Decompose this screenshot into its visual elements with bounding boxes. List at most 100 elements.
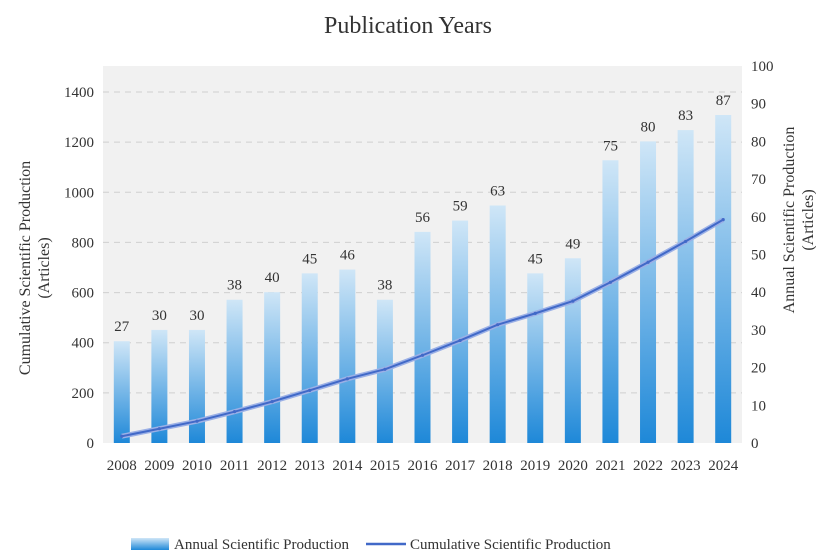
x-tick-label: 2020 bbox=[558, 458, 588, 474]
x-tick-label: 2021 bbox=[595, 458, 625, 474]
y-right-tick-label: 90 bbox=[751, 97, 766, 113]
y-left-tick-label: 1400 bbox=[64, 85, 94, 101]
data-label: 59 bbox=[453, 199, 468, 215]
bar bbox=[677, 130, 694, 443]
y-right-tick-label: 80 bbox=[751, 134, 766, 150]
x-tick-label: 2019 bbox=[520, 458, 550, 474]
line-point bbox=[383, 367, 387, 371]
line-point bbox=[571, 299, 575, 303]
y-axis-left-label: Cumulative Scientific Production (Article… bbox=[17, 161, 53, 375]
x-tick-label: 2008 bbox=[107, 458, 137, 474]
line-point bbox=[120, 434, 124, 438]
data-label: 46 bbox=[340, 248, 356, 264]
axes: 0 200 400 600 800 1000 1200 1400 0 10 20 30 40 50 60 70… bbox=[64, 59, 774, 474]
bar bbox=[113, 341, 130, 443]
line-point bbox=[608, 280, 613, 284]
data-label: 38 bbox=[227, 278, 242, 294]
x-tick-label: 2018 bbox=[483, 458, 513, 474]
legend-label: Cumulative Scientific Production bbox=[410, 537, 611, 553]
bar bbox=[414, 231, 431, 443]
y-left-tick-label: 400 bbox=[72, 336, 95, 352]
data-label: 75 bbox=[603, 138, 618, 154]
data-label: 38 bbox=[377, 278, 392, 294]
line-point bbox=[232, 410, 237, 414]
bar bbox=[452, 220, 469, 443]
data-label: 27 bbox=[114, 319, 130, 335]
y-left-tick-label: 1200 bbox=[64, 135, 94, 151]
line-point bbox=[270, 400, 274, 404]
data-label: 87 bbox=[716, 93, 732, 109]
bar bbox=[264, 292, 281, 443]
y-right-label-line: (Articles) bbox=[800, 189, 816, 250]
line-point bbox=[684, 239, 688, 244]
line-point bbox=[308, 388, 312, 392]
data-label: 83 bbox=[678, 108, 693, 124]
bar bbox=[151, 329, 168, 443]
data-label: 30 bbox=[152, 308, 167, 324]
data-label: 30 bbox=[189, 308, 204, 324]
y-right-tick-label: 10 bbox=[751, 398, 766, 414]
line-point bbox=[458, 338, 462, 343]
x-tick-label: 2023 bbox=[671, 458, 701, 474]
y-left-tick-label: 0 bbox=[87, 436, 95, 452]
y-right-tick-label: 40 bbox=[751, 285, 766, 301]
x-tick-label: 2011 bbox=[220, 458, 249, 474]
line-point bbox=[345, 377, 349, 381]
data-label: 45 bbox=[528, 251, 543, 267]
x-tick-label: 2015 bbox=[370, 458, 400, 474]
line-point bbox=[496, 323, 500, 327]
data-label: 49 bbox=[565, 236, 580, 252]
y-right-tick-label: 50 bbox=[751, 248, 766, 264]
data-label: 40 bbox=[265, 270, 280, 286]
y-right-tick-label: 20 bbox=[751, 361, 766, 377]
line-point bbox=[157, 427, 161, 431]
bar bbox=[339, 269, 356, 443]
x-tick-label: 2009 bbox=[144, 458, 174, 474]
legend: Annual Scientific Production Cumulative S… bbox=[131, 537, 611, 553]
bar bbox=[188, 329, 205, 443]
x-tick-label: 2010 bbox=[182, 458, 212, 474]
data-label: 80 bbox=[641, 119, 656, 135]
cumulative-line bbox=[120, 217, 725, 439]
data-labels: 27 30 30 38 40 45 46 38 56 59 63 45 49 75 80 83 87 bbox=[114, 93, 731, 335]
legend-label: Annual Scientific Production bbox=[174, 537, 349, 553]
data-label: 63 bbox=[490, 183, 505, 199]
y-right-tick-label: 70 bbox=[751, 172, 766, 188]
x-tick-label: 2014 bbox=[332, 458, 363, 474]
line-point bbox=[721, 218, 725, 222]
line-point bbox=[533, 311, 537, 315]
y-left-tick-label: 200 bbox=[72, 386, 95, 402]
y-left-tick-label: 600 bbox=[72, 286, 95, 302]
y-right-label-line: Annual Scientific Production bbox=[781, 127, 798, 314]
x-tick-label: 2024 bbox=[708, 458, 739, 474]
x-tick-label: 2016 bbox=[408, 458, 439, 474]
y-right-tick-label: 100 bbox=[751, 59, 774, 75]
bar bbox=[602, 160, 619, 443]
bar bbox=[527, 273, 544, 443]
bar bbox=[226, 299, 243, 443]
line-point bbox=[420, 353, 425, 357]
chart-title: Publication Years bbox=[324, 13, 492, 39]
x-tick-label: 2012 bbox=[257, 458, 287, 474]
x-tick-label: 2017 bbox=[445, 458, 476, 474]
x-tick-label: 2022 bbox=[633, 458, 663, 474]
bar bbox=[715, 115, 732, 443]
bar bbox=[564, 258, 581, 443]
bar bbox=[640, 141, 657, 443]
bar bbox=[301, 273, 318, 443]
line-point bbox=[195, 419, 199, 423]
y-right-tick-label: 60 bbox=[751, 210, 766, 226]
legend-swatch-bar bbox=[131, 538, 169, 550]
data-label: 45 bbox=[302, 251, 317, 267]
line-point bbox=[646, 260, 650, 264]
y-right-tick-label: 0 bbox=[751, 436, 759, 452]
y-left-tick-label: 800 bbox=[72, 235, 95, 251]
x-tick-label: 2013 bbox=[295, 458, 325, 474]
y-axis-right-label: Annual Scientific Production (Articles) bbox=[781, 127, 816, 314]
y-left-tick-label: 1000 bbox=[64, 185, 94, 201]
data-label: 56 bbox=[415, 210, 431, 226]
y-right-tick-label: 30 bbox=[751, 323, 766, 339]
y-left-label-line: (Articles) bbox=[36, 237, 53, 298]
